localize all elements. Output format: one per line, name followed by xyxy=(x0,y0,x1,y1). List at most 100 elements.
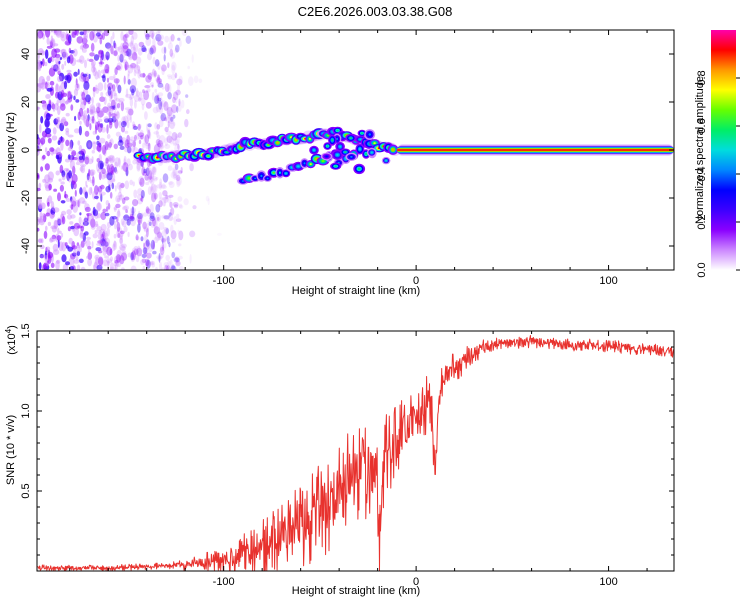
noise-speck xyxy=(164,144,171,149)
noise-speck xyxy=(108,111,112,119)
noise-speck xyxy=(158,119,164,128)
noise-speck xyxy=(126,112,132,121)
noise-speck xyxy=(46,103,52,112)
noise-speck xyxy=(69,139,74,149)
noise-speck xyxy=(85,118,90,128)
noise-speck xyxy=(123,158,126,166)
noise-speck xyxy=(114,119,119,129)
noise-speck xyxy=(170,116,174,122)
noise-speck xyxy=(135,160,141,165)
noise-speck xyxy=(172,173,179,180)
noise-speck xyxy=(68,237,73,245)
noise-speck xyxy=(109,266,115,270)
noise-speck xyxy=(152,217,156,227)
noise-speck xyxy=(156,78,162,83)
noise-speck xyxy=(167,112,170,119)
noise-speck xyxy=(102,231,106,239)
noise-speck xyxy=(44,127,52,135)
noise-speck xyxy=(97,240,104,244)
noise-speck xyxy=(97,123,103,133)
noise-speck xyxy=(113,262,118,267)
noise-speck xyxy=(103,259,108,267)
noise-speck xyxy=(150,45,157,54)
signal-blob xyxy=(365,152,367,156)
noise-speck xyxy=(56,99,59,106)
noise-speck xyxy=(137,219,141,224)
noise-speck xyxy=(95,84,98,90)
noise-speck xyxy=(42,178,47,183)
noise-speck xyxy=(105,156,112,162)
noise-speck xyxy=(76,36,83,44)
noise-speck xyxy=(67,154,71,160)
noise-speck xyxy=(93,30,96,37)
noise-speck xyxy=(115,46,121,51)
noise-speck xyxy=(161,229,168,237)
noise-speck xyxy=(57,239,60,248)
noise-speck xyxy=(70,196,73,202)
noise-speck xyxy=(74,189,77,197)
noise-speck xyxy=(139,160,145,167)
noise-speck xyxy=(96,162,100,172)
noise-speck xyxy=(122,34,128,43)
noise-speck xyxy=(172,202,179,207)
noise-speck xyxy=(152,166,157,173)
noise-speck xyxy=(93,110,99,114)
noise-speck xyxy=(151,166,156,175)
noise-speck xyxy=(173,216,177,225)
noise-speck xyxy=(50,201,55,211)
noise-speck xyxy=(175,260,181,267)
noise-speck xyxy=(66,69,72,73)
noise-speck xyxy=(103,241,110,247)
noise-speck xyxy=(93,54,100,61)
noise-speck xyxy=(55,260,60,270)
signal-blob xyxy=(309,163,312,166)
noise-speck xyxy=(83,30,87,36)
signal-blob xyxy=(331,139,334,142)
noise-speck xyxy=(106,143,112,151)
noise-speck xyxy=(59,57,63,60)
noise-speck xyxy=(67,134,74,138)
noise-speck xyxy=(141,195,144,203)
noise-speck xyxy=(169,35,173,44)
noise-speck xyxy=(41,78,46,85)
noise-speck xyxy=(98,50,104,58)
noise-speck xyxy=(117,191,122,198)
noise-speck xyxy=(80,91,83,97)
noise-speck xyxy=(146,176,153,180)
noise-speck xyxy=(115,97,120,102)
noise-speck xyxy=(120,252,128,261)
noise-speck xyxy=(43,102,47,106)
noise-speck xyxy=(42,104,47,108)
noise-speck xyxy=(122,215,129,219)
noise-speck xyxy=(73,95,76,101)
noise-speck xyxy=(116,110,120,116)
noise-speck xyxy=(106,102,112,112)
noise-speck xyxy=(173,121,176,126)
noise-speck xyxy=(123,75,126,85)
noise-speck xyxy=(109,138,114,146)
noise-speck xyxy=(158,181,163,190)
noise-speck xyxy=(174,47,179,54)
noise-speck xyxy=(128,145,136,153)
noise-speck xyxy=(136,163,141,172)
noise-speck xyxy=(43,230,48,239)
noise-speck xyxy=(145,181,150,186)
signal-blob xyxy=(266,177,269,180)
noise-speck xyxy=(133,69,137,77)
noise-speck xyxy=(105,200,110,206)
noise-speck xyxy=(126,109,132,114)
noise-speck xyxy=(132,199,139,207)
noise-speck xyxy=(144,85,151,89)
noise-speck xyxy=(86,236,91,240)
noise-speck xyxy=(50,30,54,33)
noise-speck xyxy=(65,261,70,266)
noise-speck xyxy=(97,202,101,212)
noise-speck xyxy=(47,171,54,181)
x-tick-label: -100 xyxy=(213,275,235,287)
noise-speck xyxy=(145,206,150,214)
noise-speck xyxy=(119,255,125,265)
noise-speck xyxy=(119,53,124,63)
noise-speck xyxy=(124,139,130,149)
noise-speck xyxy=(37,30,41,38)
noise-speck xyxy=(110,113,117,118)
